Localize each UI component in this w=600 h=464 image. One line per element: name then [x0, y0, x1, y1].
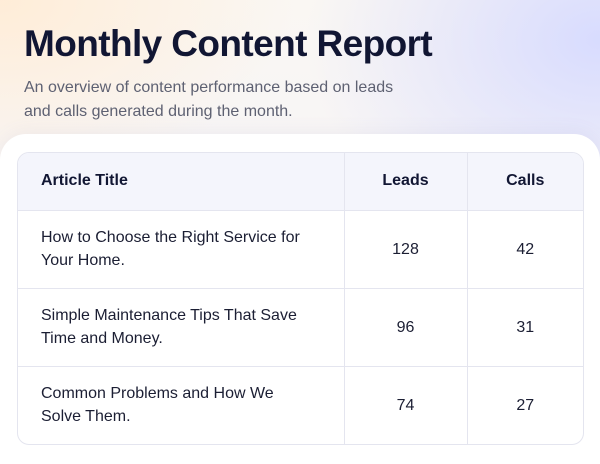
calls-cell: 42: [466, 210, 583, 289]
table-row: Common Problems and How We Solve Them. 7…: [18, 366, 583, 444]
calls-cell: 31: [466, 288, 583, 367]
leads-cell: 74: [343, 366, 467, 444]
column-header-article-title: Article Title: [18, 153, 344, 211]
report-table: Article Title Leads Calls How to Choose …: [17, 152, 584, 445]
article-title-cell: Common Problems and How We Solve Them.: [41, 385, 274, 426]
page-title: Monthly Content Report: [24, 23, 433, 64]
calls-cell: 27: [466, 366, 583, 444]
table-header-row: Article Title Leads Calls: [18, 153, 583, 211]
article-title-cell: How to Choose the Right Service for Your…: [18, 210, 344, 289]
leads-cell: 96: [343, 288, 467, 367]
report-header: Monthly Content Report An overview of co…: [24, 20, 576, 124]
leads-cell: 128: [343, 210, 467, 289]
column-header-calls: Calls: [466, 153, 583, 211]
table-row: How to Choose the Right Service for Your…: [18, 210, 583, 289]
table-row: Simple Maintenance Tips That Save Time a…: [18, 288, 583, 367]
article-title-cell: Simple Maintenance Tips That Save Time a…: [18, 288, 344, 367]
page-subtitle: An overview of content performance based…: [24, 79, 394, 120]
column-header-leads: Leads: [343, 153, 467, 211]
